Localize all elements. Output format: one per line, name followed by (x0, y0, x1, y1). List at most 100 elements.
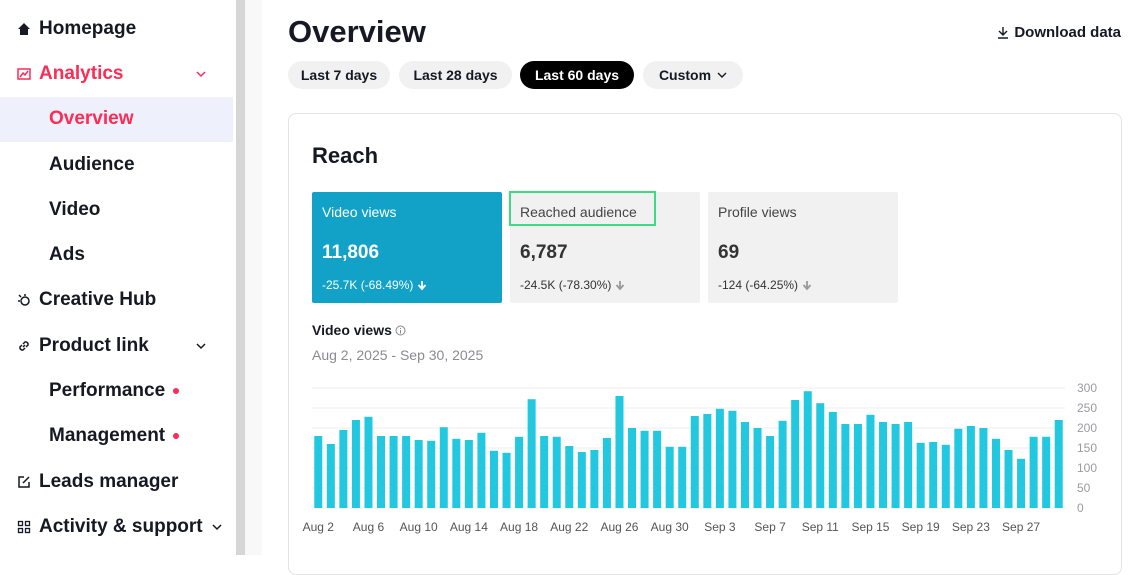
bar (552, 436, 561, 508)
nav-item[interactable]: Overview (49, 108, 134, 130)
down-arrow (418, 280, 427, 290)
active-item-bg (0, 97, 233, 142)
bar (941, 444, 950, 508)
bar (427, 440, 436, 508)
x-tick-label: Sep 3 (704, 520, 736, 534)
bar (690, 416, 699, 508)
badge-dot (173, 388, 180, 394)
bar (715, 408, 724, 508)
x-tick-label: Aug 30 (651, 520, 689, 534)
scrollbar (236, 0, 245, 555)
x-tick-label: Aug 2 (303, 520, 335, 534)
metric-card[interactable]: Video views 11,806 -25.7K (-68.49%) (312, 192, 502, 303)
download-button[interactable]: Download data (997, 24, 1121, 41)
bar (314, 436, 323, 508)
bar (1004, 450, 1013, 508)
x-tick-label: Aug 18 (500, 520, 538, 534)
label: Performance (49, 380, 166, 401)
nav-item[interactable]: Performance (49, 380, 180, 402)
bar (879, 422, 888, 508)
label: Ads (49, 244, 85, 265)
bar (853, 424, 862, 508)
label: Creative Hub (39, 289, 157, 310)
bar (439, 427, 448, 508)
nav-item[interactable]: Ads (49, 244, 85, 266)
x-tick-label: Aug 26 (600, 520, 638, 534)
x-tick-label: Sep 19 (902, 520, 940, 534)
nav-item[interactable]: Product link (17, 335, 206, 357)
metric-change: -124 (-64.25%) (718, 278, 888, 292)
label: Last 28 days (413, 67, 498, 83)
bar (841, 424, 850, 508)
nav-item[interactable]: Homepage (17, 18, 136, 40)
bar (628, 428, 637, 508)
change-text: -24.5K (-78.30%) (520, 278, 612, 292)
chevron (196, 71, 206, 78)
nav-item[interactable]: Creative Hub (17, 289, 156, 311)
metric-card[interactable]: Profile views 69 -124 (-64.25%) (708, 192, 898, 303)
label: Audience (49, 154, 135, 175)
bar (791, 400, 800, 508)
bar (414, 440, 423, 508)
tab[interactable]: Last 28 days (399, 61, 512, 89)
down-arrow (802, 280, 812, 290)
bar (753, 428, 762, 508)
icon (998, 27, 1009, 39)
nav-item[interactable]: Audience (49, 154, 135, 176)
icon (18, 476, 30, 488)
highlight-box (509, 191, 656, 226)
bar (339, 430, 348, 508)
bar (1054, 420, 1063, 508)
label: Download data (1014, 24, 1121, 41)
bar (904, 422, 913, 508)
bar (351, 420, 360, 508)
x-tick-label: Sep 7 (754, 520, 786, 534)
metric-label: Reached audience (520, 204, 637, 220)
info-icon (395, 325, 406, 335)
bar (954, 428, 963, 508)
icon (18, 294, 30, 306)
y-tick-label: 0 (1077, 501, 1084, 515)
page-title: Overview (288, 14, 426, 49)
tab[interactable]: Last 7 days (288, 61, 390, 89)
bar (816, 403, 825, 508)
bar (477, 432, 486, 508)
nav-item[interactable]: Leads manager (17, 471, 178, 493)
y-tick-label: 50 (1077, 481, 1091, 495)
x-tick-label: Aug 22 (550, 520, 588, 534)
metric-value: 6,787 (520, 242, 568, 263)
metric-change: -24.5K (-78.30%) (520, 278, 690, 292)
metric-value: 69 (718, 242, 740, 263)
x-tick-label: Sep 15 (851, 520, 889, 534)
nav-item[interactable]: Video (49, 199, 100, 221)
bar (828, 412, 837, 508)
down-arrow (616, 280, 625, 290)
metric-change: -25.7K (-68.49%) (322, 278, 492, 292)
nav-item[interactable]: Management (49, 425, 180, 447)
label: Management (49, 425, 166, 446)
bar (577, 452, 586, 508)
bar (540, 436, 549, 508)
tab-active[interactable]: Last 60 days (520, 61, 634, 89)
metric-card[interactable]: Reached audience 6,787 -24.5K (-78.30%) (509, 191, 700, 303)
bar (452, 438, 461, 508)
bar (464, 440, 473, 508)
change-text: -25.7K (-68.49%) (322, 278, 414, 292)
tab[interactable]: Custom (643, 61, 743, 89)
bar (803, 391, 812, 508)
bar (991, 438, 1000, 508)
bar (665, 446, 674, 508)
y-tick-label: 150 (1077, 441, 1097, 455)
bar (778, 420, 787, 508)
bar (740, 422, 749, 508)
chart: 0 50 100 150 200 250 300 Aug 2 Aug 6 Aug 10 Aug 14… (303, 381, 1098, 534)
metric-label: Video views (322, 204, 397, 220)
y-tick-label: 200 (1077, 421, 1097, 435)
nav-item[interactable]: Analytics (17, 63, 206, 85)
change-text: -124 (-64.25%) (718, 278, 799, 292)
nav-item[interactable]: Activity & support (17, 516, 223, 538)
chevron (196, 343, 206, 350)
y-tick-label: 300 (1077, 381, 1097, 395)
y-tick-label: 100 (1077, 461, 1097, 475)
label: Video (49, 199, 101, 220)
